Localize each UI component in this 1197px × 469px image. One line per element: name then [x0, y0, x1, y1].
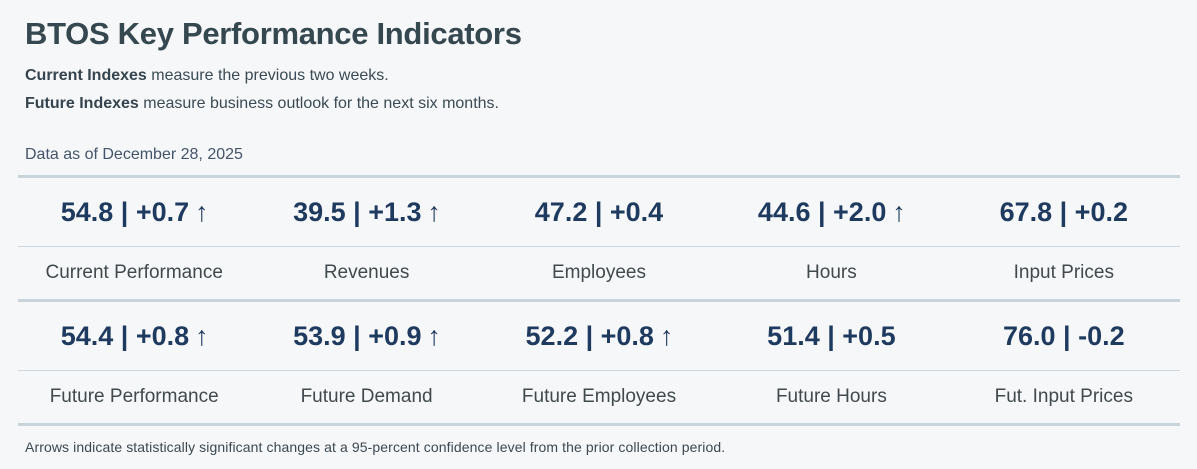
kpi-label-hours: Hours: [806, 262, 857, 283]
kpi-label-future-demand: Future Demand: [300, 386, 433, 407]
kpi-grid: 54.8 | +0.7 ↑ 39.5 | +1.3 ↑ 47.2 | +0.4 44.6 …: [18, 175, 1180, 426]
divider: [18, 175, 1180, 178]
divider: [18, 246, 1180, 247]
subtitle-future-indexes-lead: Future Indexes: [25, 95, 139, 112]
subtitle-current-indexes-rest: measure the previous two weeks.: [146, 67, 389, 84]
subtitle-current-indexes-lead: Current Indexes: [25, 67, 147, 84]
current-indexes-labels-row: Current Performance Revenues Employees Hour…: [18, 247, 1180, 299]
significant-up-arrow-icon: ↑: [427, 196, 441, 227]
divider: [18, 370, 1180, 371]
significant-up-arrow-icon: ↑: [892, 196, 905, 227]
future-indexes-values-row: 54.4 | +0.8 ↑ 53.9 | +0.9 ↑ 52.2 | +0.8 ↑ 51.4…: [18, 302, 1180, 370]
kpi-label-revenues: Revenues: [323, 262, 410, 283]
kpi-value-future-hours: 51.4 | +0.5: [715, 321, 947, 352]
kpi-value-revenues: 39.5 | +1.3 ↑: [250, 197, 482, 228]
kpi-number: 54.4 | +0.8: [60, 320, 190, 351]
kpi-value-future-employees: 52.2 | +0.8 ↑: [483, 321, 715, 352]
kpi-number: 39.5 | +1.3: [293, 196, 422, 227]
subtitle-current-indexes: Current Indexes measure the previous two…: [25, 62, 1172, 90]
divider: [18, 299, 1180, 302]
page-title: BTOS Key Performance Indicators: [25, 16, 522, 51]
kpi-label-fut-input-prices: Fut. Input Prices: [994, 386, 1133, 407]
kpi-number: 44.6 | +2.0: [757, 196, 887, 227]
kpi-number: 47.2 | +0.4: [534, 196, 664, 227]
kpi-value-input-prices: 67.8 | +0.2: [948, 197, 1180, 228]
kpi-value-current-performance: 54.8 | +0.7 ↑: [18, 197, 250, 228]
kpi-value-fut-input-prices: 76.0 | -0.2: [948, 321, 1180, 352]
future-indexes-labels-row: Future Performance Future Demand Future Em…: [18, 371, 1180, 423]
kpi-label-future-hours: Future Hours: [775, 386, 887, 407]
subtitle-future-indexes: Future Indexes measure business outlook …: [25, 90, 1172, 118]
kpi-value-future-performance: 54.4 | +0.8 ↑: [18, 321, 250, 352]
kpi-value-hours: 44.6 | +2.0 ↑: [715, 197, 947, 228]
data-as-of-date: Data as of December 28, 2025: [25, 146, 243, 163]
kpi-number: 67.8 | +0.2: [999, 196, 1128, 227]
kpi-number: 53.9 | +0.9: [293, 320, 422, 351]
significant-up-arrow-icon: ↑: [195, 196, 208, 227]
kpi-number: 54.8 | +0.7: [60, 196, 190, 227]
kpi-label-input-prices: Input Prices: [1013, 262, 1114, 283]
subtitle-future-indexes-rest: measure business outlook for the next si…: [138, 95, 499, 112]
current-indexes-values-row: 54.8 | +0.7 ↑ 39.5 | +1.3 ↑ 47.2 | +0.4 44.6 …: [18, 178, 1180, 246]
kpi-value-future-demand: 53.9 | +0.9 ↑: [250, 321, 482, 352]
kpi-label-future-performance: Future Performance: [49, 386, 219, 407]
header: BTOS Key Performance Indicators Current …: [0, 15, 1197, 165]
kpi-label-employees: Employees: [551, 262, 646, 283]
kpi-number: 52.2 | +0.8: [525, 320, 654, 351]
significant-up-arrow-icon: ↑: [659, 320, 673, 351]
kpi-value-employees: 47.2 | +0.4: [483, 197, 715, 228]
kpi-number: 76.0 | -0.2: [1002, 320, 1125, 351]
kpi-label-future-employees: Future Employees: [521, 386, 677, 407]
significance-footnote: Arrows indicate statistically significan…: [25, 439, 726, 455]
divider: [18, 423, 1180, 426]
kpi-number: 51.4 | +0.5: [767, 320, 896, 351]
kpi-label-current-performance: Current Performance: [45, 262, 223, 283]
significant-up-arrow-icon: ↑: [195, 320, 208, 351]
significant-up-arrow-icon: ↑: [427, 320, 441, 351]
subtitle-block: Current Indexes measure the previous two…: [25, 62, 1172, 118]
